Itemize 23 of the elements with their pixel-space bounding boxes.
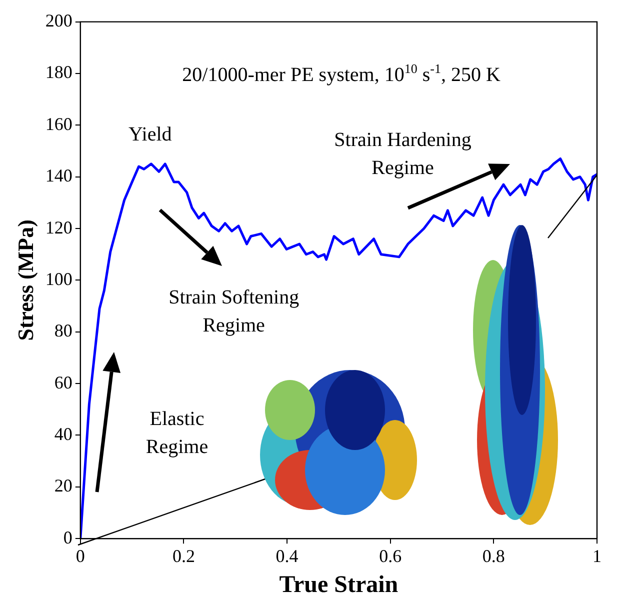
y-tick-label: 100 [45,268,72,289]
y-tick-label: 60 [54,372,72,392]
y-tick-label: 40 [54,424,72,444]
x-axis-title: True Strain [279,572,398,598]
annotation: Elastic Regime [146,408,208,458]
x-tick-label: 0.2 [172,546,195,566]
y-tick-label: 0 [63,527,72,548]
y-tick-label: 200 [45,10,72,31]
y-axis-title: Stress (MPa) [12,220,38,341]
x-tick-label: 0.4 [276,546,298,566]
x-tick-label: 0.6 [379,546,402,566]
annotation: Strain Hardening Regime [334,128,472,179]
annotation: Yield [128,124,172,146]
y-tick-label: 180 [45,62,72,82]
y-tick-label: 20 [54,476,72,496]
annotation: Strain Softening Regime [168,286,300,336]
x-tick-label: 1 [592,546,602,566]
x-tick-label: 0.8 [482,546,505,566]
y-tick-label: 80 [54,320,72,341]
x-tick-label: 0 [76,546,85,566]
y-tick-label: 140 [45,166,72,186]
y-tick-label: 120 [45,217,72,238]
y-tick-label: 160 [45,114,72,134]
